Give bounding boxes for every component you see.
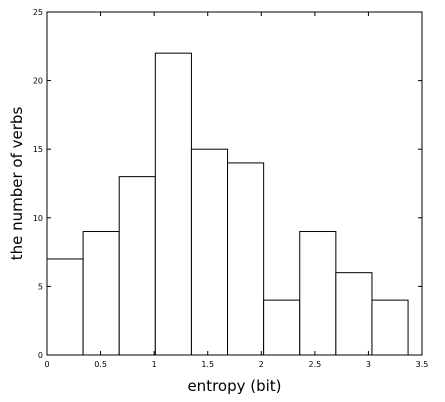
bars-group [46,52,409,356]
x-axis-label: entropy (bit) [187,377,281,395]
y-tick-label: 10 [33,214,43,223]
histogram-bar [118,176,156,356]
y-tick-label: 5 [38,282,43,291]
x-axis-ticks: 0 0.5 1 1.5 2 2.5 3 3.5 [44,12,428,369]
plot-frame [46,11,423,356]
histogram-bar [46,258,84,356]
y-tick-label: 25 [33,8,43,17]
histogram-bar [371,299,409,356]
x-tick-label: 0.5 [94,360,107,369]
x-tick-label: 2.5 [308,360,321,369]
histogram-bar [154,52,192,356]
x-tick-label: 0 [44,360,49,369]
x-tick-label: 2 [259,360,264,369]
histogram-bar [190,148,229,356]
x-tick-label: 1.5 [201,360,214,369]
x-tick-label: 3.5 [416,360,429,369]
y-tick-label: 15 [33,145,43,154]
x-tick-label: 3 [366,360,371,369]
y-tick-label: 0 [38,351,43,360]
histogram-bar [299,231,337,356]
histogram-bar [82,231,120,356]
y-axis-ticks: 0 5 10 15 20 25 [33,8,422,360]
y-tick-label: 20 [33,77,43,86]
histogram-bar [335,272,373,356]
x-tick-label: 1 [152,360,157,369]
y-axis-label: the number of verbs [8,107,26,261]
histogram-bar [263,299,301,356]
histogram-bar [227,162,265,356]
